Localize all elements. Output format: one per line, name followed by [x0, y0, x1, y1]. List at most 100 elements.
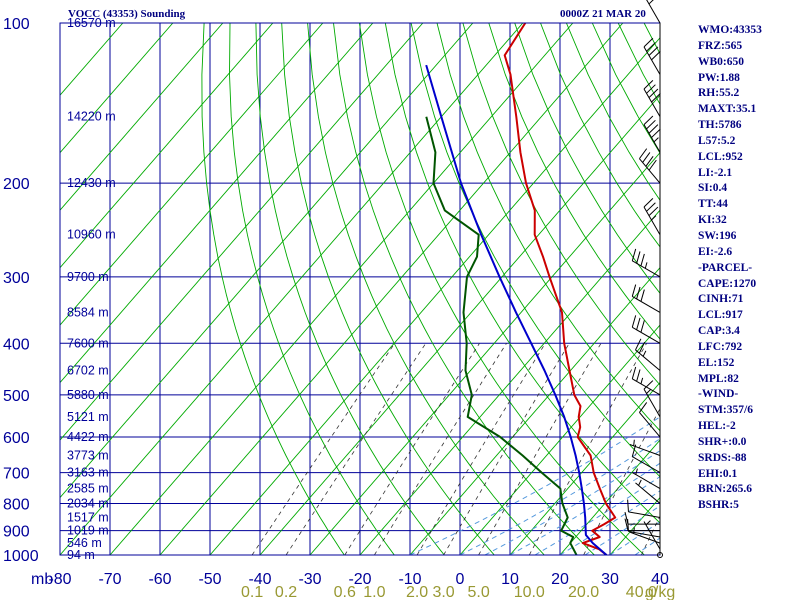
dry-adiabat — [229, 23, 395, 555]
chart-title: VOCC (43353) Sounding — [68, 8, 186, 20]
plot-area — [60, 23, 660, 555]
isotherm-line — [60, 23, 324, 326]
wind-barb — [639, 148, 661, 184]
height-label: 12430 m — [67, 176, 116, 190]
mixing-ratio-unit: g/kg — [645, 584, 675, 600]
height-label: 4422 m — [67, 430, 109, 444]
index-row: LCL:952 — [698, 150, 743, 163]
height-label: 1517 m — [67, 510, 109, 524]
dry-adiabat — [255, 23, 445, 555]
wind-barb — [631, 284, 661, 313]
index-row: LCL:917 — [698, 309, 743, 322]
index-row: CAP:3.4 — [698, 325, 740, 338]
height-label: 5880 m — [67, 388, 109, 402]
height-label: 1019 m — [67, 524, 109, 538]
temperature-tick-label: -10 — [398, 571, 421, 588]
mixing-ratio-label: 10.0 — [514, 584, 545, 600]
wind-barb — [639, 402, 661, 438]
mixing-ratio-line — [478, 343, 602, 555]
height-label: 8584 m — [67, 305, 109, 319]
isotherm-line — [109, 23, 574, 555]
mixing-ratio-label: 40.0 — [626, 584, 657, 600]
isotherm-line — [60, 23, 224, 211]
temperature-tick-label: -20 — [348, 571, 371, 588]
mixing-ratio-line — [443, 343, 570, 555]
wind-barb — [631, 315, 661, 344]
height-label: 94 m — [67, 548, 95, 562]
moist-adiabat — [409, 416, 660, 555]
temperature-tick-label: 40 — [651, 571, 669, 588]
index-row: HEL:-2 — [698, 420, 736, 433]
temperature-tick-label: -60 — [148, 571, 171, 588]
isotherm-line — [309, 152, 660, 555]
index-row: SHR+:0.0 — [698, 435, 747, 448]
wind-barb — [631, 444, 661, 474]
height-label: 2034 m — [67, 496, 109, 510]
wind-barb — [643, 37, 661, 75]
isotherm-line — [259, 94, 660, 555]
index-row: WB0:650 — [698, 55, 744, 68]
height-label: 16570 m — [67, 16, 116, 30]
mixing-ratio-label: 3.0 — [432, 584, 454, 600]
isotherm-line — [60, 23, 524, 555]
temperature-tick-label: -70 — [98, 571, 121, 588]
wind-barb — [646, 0, 661, 24]
wind-barb — [624, 512, 660, 525]
isotherm-line — [60, 23, 374, 384]
wind-barb — [643, 380, 661, 418]
height-label: 3163 m — [67, 466, 109, 480]
dry-adiabat — [358, 23, 645, 555]
index-row: L57:5.2 — [698, 134, 736, 147]
pressure-tick-label: 700 — [3, 466, 30, 483]
dry-adiabat — [514, 23, 660, 294]
index-row: BSHR:5 — [698, 499, 739, 512]
mixing-ratio-line — [251, 343, 396, 555]
index-row: BRN:265.6 — [698, 483, 752, 496]
index-row: -WIND- — [698, 388, 739, 401]
mixing-ratio-line — [285, 343, 427, 555]
wind-barb — [632, 468, 661, 489]
isotherm-line — [60, 23, 274, 269]
mixing-ratio-label: 0.2 — [275, 584, 297, 600]
mixing-ratio-line — [374, 343, 507, 555]
dewpoint-profile — [425, 116, 578, 555]
dry-adiabat — [540, 23, 660, 248]
dry-adiabat — [333, 23, 595, 555]
wind-barb — [635, 338, 661, 371]
temperature-tick-label: 30 — [601, 571, 619, 588]
temperature-tick-label: -50 — [198, 571, 221, 588]
index-row: TT:44 — [698, 198, 728, 211]
wind-barb — [627, 499, 661, 518]
index-row: EHI:0.1 — [698, 467, 738, 480]
indices-panel: WMO:43353 FRZ:565 WB0:650 PW:1.88 RH:55.2 MAX… — [698, 23, 800, 514]
index-row: SRDS:-88 — [698, 451, 747, 464]
temperature-tick-label: -30 — [298, 571, 321, 588]
isotherm-line — [60, 23, 174, 154]
dry-adiabat — [307, 23, 545, 555]
mixing-ratio-line — [528, 343, 647, 555]
index-row: EI:-2.6 — [698, 245, 733, 258]
height-label: 2585 m — [67, 482, 109, 496]
dry-adiabat — [384, 23, 660, 524]
isotherm-line — [409, 266, 660, 555]
isotherm-line — [209, 37, 660, 555]
temperature-profile — [503, 23, 617, 555]
index-row: EL:152 — [698, 356, 735, 369]
wind-barb — [643, 198, 661, 235]
pressure-tick-label: 800 — [3, 496, 30, 513]
index-row: LFC:792 — [698, 340, 743, 353]
index-row: CAPE:1270 — [698, 277, 757, 290]
pressure-tick-label: 400 — [3, 336, 30, 353]
pressure-tick-label: 900 — [3, 524, 30, 541]
index-row: PW:1.88 — [698, 71, 740, 84]
temperature-tick-label: -40 — [248, 571, 271, 588]
height-label: 546 m — [67, 536, 102, 550]
wind-barb — [635, 479, 661, 504]
index-row: SI:0.4 — [698, 182, 728, 195]
index-row: MAXT:35.1 — [698, 103, 757, 116]
index-row: -PARCEL- — [698, 261, 753, 274]
pressure-tick-label: 100 — [3, 16, 30, 33]
height-label: 5121 m — [67, 410, 109, 424]
wind-barb — [629, 439, 661, 456]
index-row: FRZ:565 — [698, 39, 743, 52]
